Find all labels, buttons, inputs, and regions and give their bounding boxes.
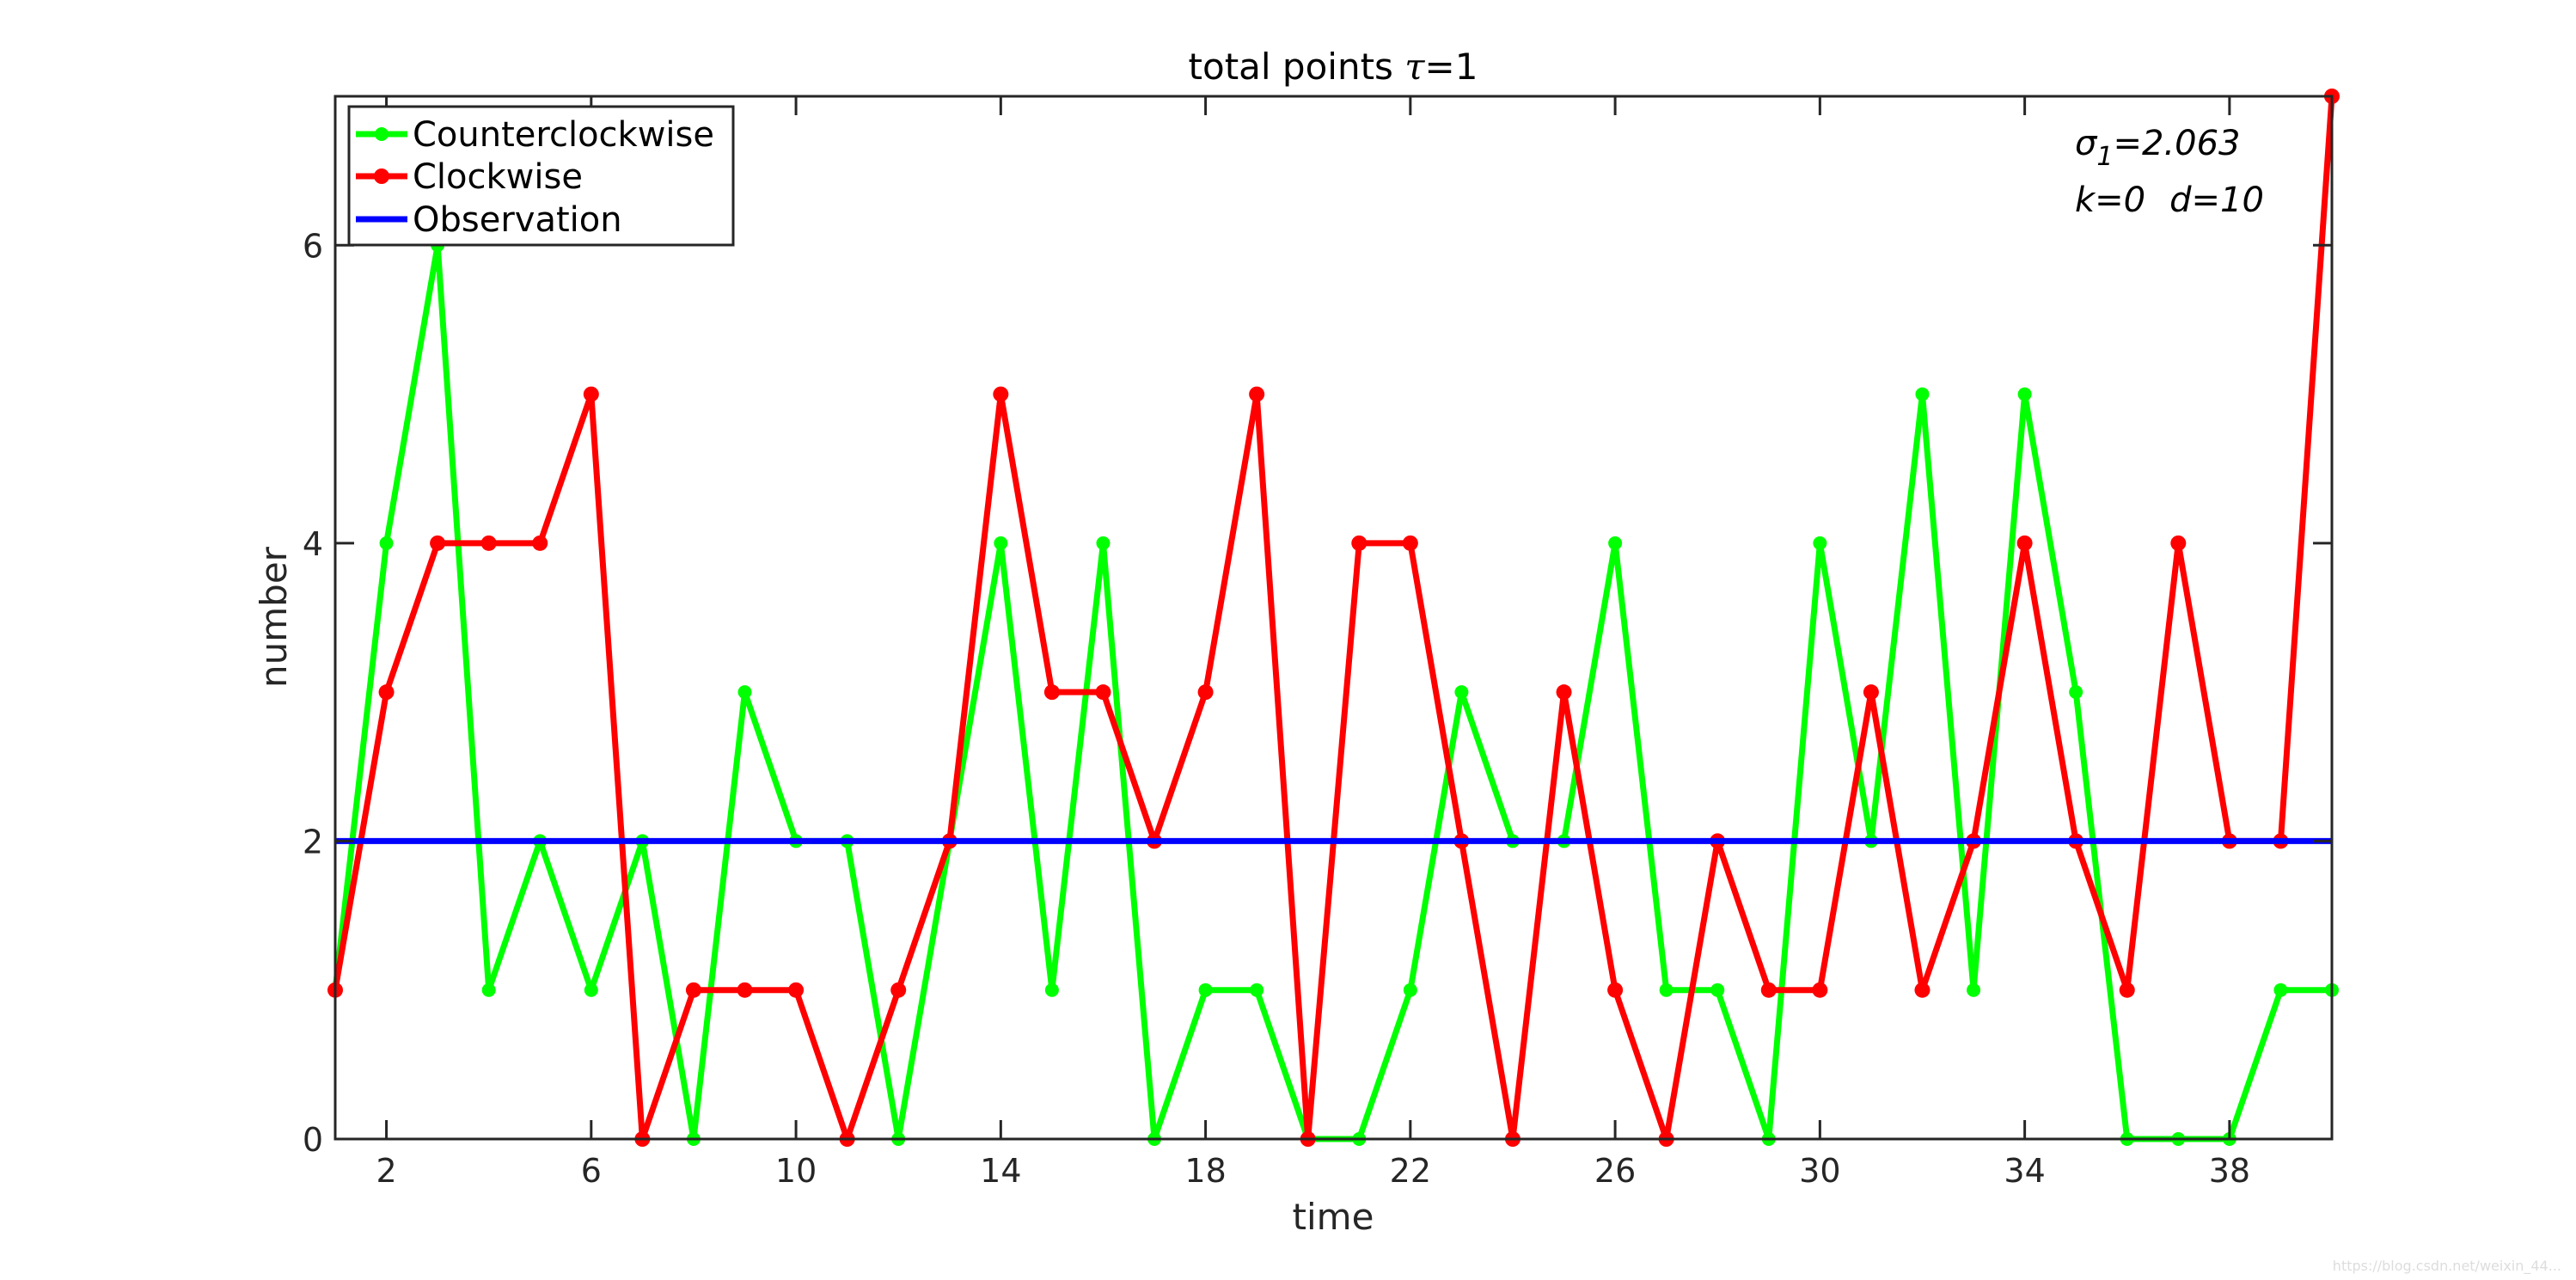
legend-box bbox=[347, 105, 735, 247]
x-tick-label: 6 bbox=[581, 1152, 602, 1190]
data-point-counterclockwise bbox=[1454, 685, 1469, 700]
data-point-clockwise bbox=[993, 386, 1009, 402]
data-point-clockwise bbox=[583, 386, 599, 402]
data-point-clockwise bbox=[480, 535, 497, 551]
y-tick-label: 0 bbox=[303, 1121, 323, 1159]
x-axis-title: time bbox=[1293, 1196, 1374, 1238]
x-tick-label: 2 bbox=[376, 1152, 396, 1190]
x-tick-label: 10 bbox=[775, 1152, 817, 1190]
y-tick-label: 4 bbox=[303, 525, 323, 563]
x-tick-label: 18 bbox=[1184, 1152, 1226, 1190]
legend-label-observation: Observation bbox=[413, 200, 622, 240]
data-point-counterclockwise bbox=[1967, 983, 1981, 997]
x-tick-label: 38 bbox=[2209, 1152, 2250, 1190]
data-point-counterclockwise bbox=[1608, 536, 1623, 550]
data-point-clockwise bbox=[2016, 535, 2033, 551]
data-point-clockwise bbox=[1249, 386, 1265, 402]
data-point-clockwise bbox=[788, 982, 805, 998]
data-point-counterclockwise bbox=[1044, 983, 1059, 997]
x-tick-label: 14 bbox=[980, 1152, 1021, 1190]
data-point-clockwise bbox=[1914, 982, 1930, 998]
k-d-annotation: k=0 d=10 bbox=[2075, 181, 2264, 220]
data-point-counterclockwise bbox=[2273, 983, 2288, 997]
data-point-clockwise bbox=[1760, 982, 1777, 998]
watermark: https://blog.csdn.net/weixin_44... bbox=[2333, 1258, 2561, 1275]
plot-area-frame bbox=[333, 95, 2334, 1141]
legend: Counterclockwise Clockwise Observation bbox=[347, 105, 735, 247]
data-point-counterclockwise bbox=[1096, 536, 1111, 550]
y-tick-label: 6 bbox=[303, 227, 323, 265]
series-layer bbox=[327, 89, 2340, 1147]
sigma-annotation: σ1=2.063 bbox=[2075, 124, 2240, 172]
data-point-clockwise bbox=[1607, 982, 1624, 998]
data-point-counterclockwise bbox=[737, 685, 752, 700]
data-point-clockwise bbox=[1556, 684, 1572, 701]
data-point-counterclockwise bbox=[584, 983, 598, 997]
data-point-clockwise bbox=[1351, 535, 1368, 551]
data-point-clockwise bbox=[1197, 684, 1214, 701]
data-point-counterclockwise bbox=[481, 983, 496, 997]
series-line-clockwise bbox=[332, 95, 2335, 1142]
data-point-clockwise bbox=[1812, 982, 1828, 998]
data-point-counterclockwise bbox=[994, 536, 1008, 550]
x-tick-label: 22 bbox=[1390, 1152, 1431, 1190]
data-point-clockwise bbox=[378, 684, 395, 701]
data-point-counterclockwise bbox=[1250, 983, 1264, 997]
data-point-counterclockwise bbox=[2017, 387, 2032, 401]
data-point-clockwise bbox=[2170, 535, 2187, 551]
data-point-counterclockwise bbox=[1403, 983, 1417, 997]
data-point-counterclockwise bbox=[2069, 685, 2083, 700]
data-point-counterclockwise bbox=[1710, 983, 1725, 997]
y-tick-label: 2 bbox=[303, 823, 323, 860]
legend-label-clockwise: Clockwise bbox=[413, 157, 583, 197]
chart-title: total points τ=1 bbox=[1189, 46, 1478, 88]
data-point-clockwise bbox=[737, 982, 753, 998]
data-point-clockwise bbox=[430, 535, 446, 551]
data-point-counterclockwise bbox=[1659, 983, 1673, 997]
legend-marker-clockwise bbox=[374, 168, 389, 184]
data-point-clockwise bbox=[532, 535, 548, 551]
data-point-clockwise bbox=[890, 982, 907, 998]
data-point-counterclockwise bbox=[1198, 983, 1213, 997]
data-point-clockwise bbox=[1402, 535, 1418, 551]
data-point-counterclockwise bbox=[1813, 536, 1827, 550]
x-tick-label: 26 bbox=[1594, 1152, 1636, 1190]
legend-marker-counterclockwise bbox=[375, 127, 389, 141]
data-point-clockwise bbox=[685, 982, 701, 998]
legend-label-counterclockwise: Counterclockwise bbox=[413, 115, 714, 155]
data-point-clockwise bbox=[2119, 982, 2135, 998]
data-point-counterclockwise bbox=[1915, 387, 1930, 401]
data-point-counterclockwise bbox=[379, 536, 394, 550]
data-point-clockwise bbox=[1863, 684, 1879, 701]
data-point-clockwise bbox=[1043, 684, 1060, 701]
x-tick-label: 30 bbox=[1799, 1152, 1840, 1190]
x-tick-label: 34 bbox=[2004, 1152, 2045, 1190]
data-point-clockwise bbox=[1095, 684, 1111, 701]
y-axis-title: number bbox=[253, 546, 295, 688]
